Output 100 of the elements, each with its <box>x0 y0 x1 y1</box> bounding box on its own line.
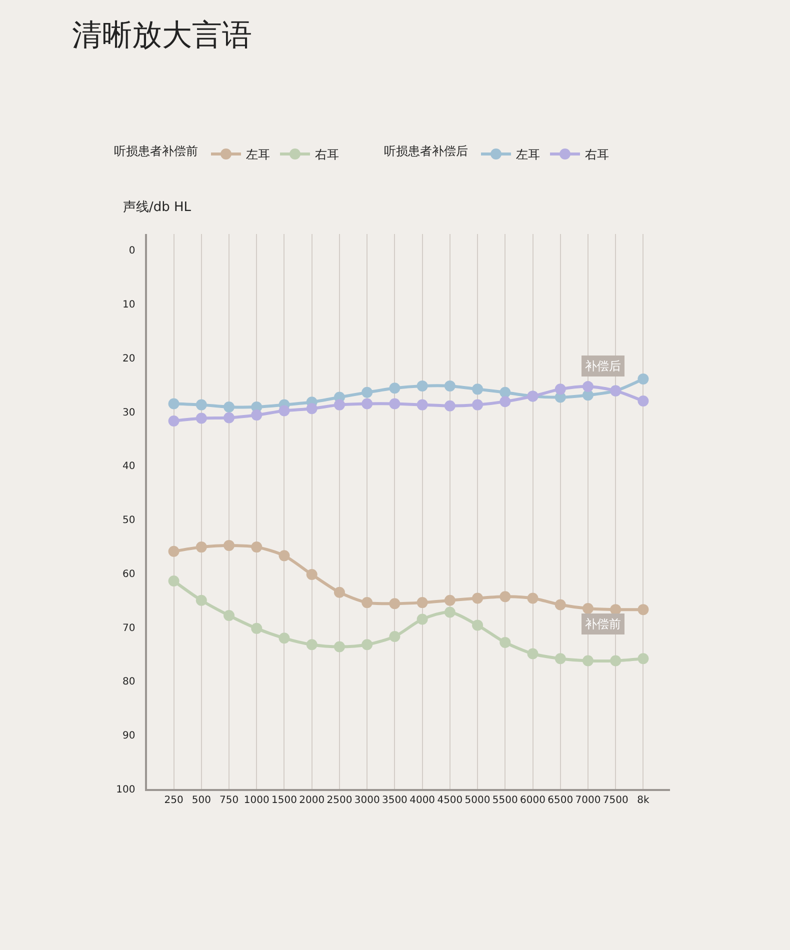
point <box>500 636 511 648</box>
legend-label: 右耳 <box>585 148 609 162</box>
point <box>444 380 456 392</box>
y-tick-label: 60 <box>122 568 136 580</box>
point <box>416 380 428 392</box>
point <box>362 597 373 608</box>
point <box>362 639 373 650</box>
legend-label: 左耳 <box>246 148 270 162</box>
x-tick-label: 7000 <box>575 794 601 806</box>
x-tick-label: 5000 <box>464 794 490 806</box>
y-tick-label: 40 <box>122 461 136 472</box>
point <box>278 405 290 416</box>
text: 听损患者补偿前 <box>114 144 198 158</box>
point <box>278 550 290 562</box>
point <box>362 386 373 398</box>
point <box>251 410 262 421</box>
point <box>582 602 594 614</box>
y-tick-label: 70 <box>122 622 136 634</box>
chart-title: 清晰放大言语 <box>72 18 252 53</box>
annotation: 补偿前 <box>585 617 621 631</box>
point <box>472 399 484 410</box>
x-tick-label: 8k <box>637 794 650 806</box>
legend-label: 右耳 <box>315 148 339 162</box>
point <box>610 655 622 666</box>
point <box>196 412 207 424</box>
x-tick-label: 750 <box>219 794 239 806</box>
y-tick-label: 0 <box>128 246 136 257</box>
x-tick-label: 4000 <box>410 794 436 806</box>
point <box>306 403 318 414</box>
x-tick-label: 4500 <box>437 794 463 806</box>
point <box>168 576 180 587</box>
point <box>527 592 538 604</box>
point <box>334 399 345 410</box>
point <box>224 610 235 621</box>
point <box>582 655 594 666</box>
y-tick-label: 10 <box>122 300 136 311</box>
point <box>389 398 400 410</box>
x-tick-label: 3000 <box>354 794 380 806</box>
x-tick-label: 6000 <box>520 794 546 806</box>
y-axis-title: 声线/db HL <box>123 200 192 215</box>
point <box>196 594 207 606</box>
point <box>582 380 594 392</box>
point <box>472 384 484 395</box>
y-tick-label: 100 <box>116 784 136 796</box>
annotation: 补偿后 <box>585 359 621 373</box>
x-tick-label: 7500 <box>602 794 628 806</box>
x-tick-label: 2500 <box>326 794 352 806</box>
point <box>500 396 511 408</box>
text: 听损患者补偿后 <box>384 144 468 158</box>
point <box>444 606 456 618</box>
point <box>168 398 180 410</box>
point <box>196 399 207 410</box>
x-tick-label: 2000 <box>299 794 325 806</box>
point <box>472 620 484 631</box>
point <box>416 597 428 608</box>
x-tick-label: 6500 <box>548 794 574 806</box>
point <box>444 400 456 412</box>
point <box>389 598 400 610</box>
y-tick-label: 80 <box>122 676 136 688</box>
point <box>334 641 345 652</box>
point <box>278 632 290 644</box>
point <box>638 396 649 407</box>
point <box>554 384 566 395</box>
point <box>224 540 235 551</box>
y-tick-label: 90 <box>122 730 136 742</box>
x-tick-label: 3500 <box>382 794 408 806</box>
point <box>638 653 649 664</box>
y-tick-label: 50 <box>122 515 136 526</box>
point <box>251 622 262 634</box>
x-tick-label: 500 <box>192 794 211 806</box>
point <box>168 546 180 557</box>
point <box>334 586 345 598</box>
x-tick-label: 1500 <box>272 794 297 806</box>
y-tick-label: 20 <box>122 353 136 364</box>
point <box>389 382 400 394</box>
point <box>638 604 649 616</box>
x-tick-label: 250 <box>164 794 184 806</box>
point <box>554 653 566 664</box>
point <box>306 639 318 650</box>
point <box>196 542 207 553</box>
legend-label: 左耳 <box>516 148 540 162</box>
point <box>444 594 456 606</box>
y-tick-label: 30 <box>122 407 136 418</box>
point <box>251 542 262 553</box>
point <box>527 648 538 660</box>
x-tick-label: 1000 <box>244 794 270 806</box>
point <box>638 373 649 384</box>
point <box>168 415 180 426</box>
point <box>416 399 428 410</box>
point <box>500 386 511 398</box>
point <box>416 614 428 625</box>
point <box>306 569 318 580</box>
point <box>362 398 373 410</box>
x-tick-label: 5500 <box>492 794 518 806</box>
point <box>224 412 235 424</box>
point <box>389 631 400 642</box>
point <box>472 592 484 604</box>
point <box>224 401 235 412</box>
point <box>554 599 566 610</box>
point <box>500 591 511 602</box>
